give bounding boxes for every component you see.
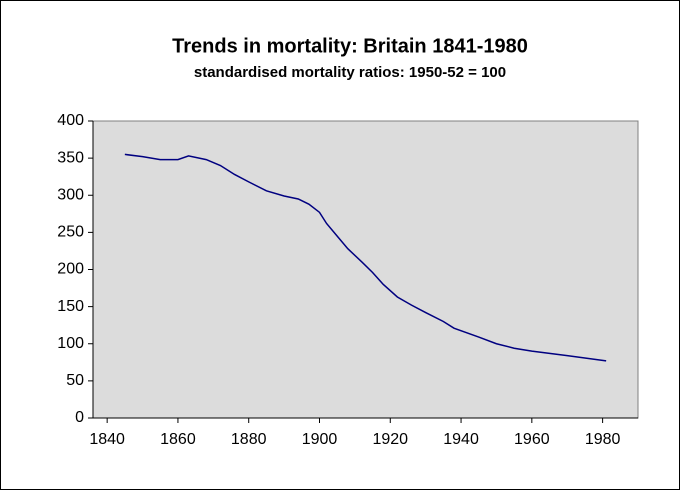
x-tick-label: 1900 — [302, 431, 338, 448]
chart-title: Trends in mortality: Britain 1841-1980 — [172, 35, 528, 57]
y-tick-label: 150 — [57, 298, 84, 315]
y-tick-label: 400 — [57, 112, 84, 129]
plot-area — [92, 120, 639, 419]
x-tick-label: 1880 — [231, 431, 267, 448]
x-tick-label: 1940 — [443, 431, 479, 448]
y-tick-label: 250 — [57, 224, 84, 241]
x-tick-label: 1920 — [372, 431, 408, 448]
x-tick-label: 1860 — [160, 431, 196, 448]
chart-subtitle: standardised mortality ratios: 1950-52 =… — [194, 64, 506, 81]
y-tick-label: 300 — [57, 186, 84, 203]
y-tick-label: 100 — [57, 335, 84, 352]
y-tick-label: 350 — [57, 149, 84, 166]
x-tick-label: 1980 — [585, 431, 621, 448]
x-tick-label: 1960 — [514, 431, 550, 448]
line-series — [124, 153, 607, 362]
x-tick-label: 1840 — [89, 431, 125, 448]
y-tick-label: 50 — [66, 372, 84, 389]
y-tick-label: 200 — [57, 261, 84, 278]
y-tick-label: 0 — [75, 409, 84, 426]
